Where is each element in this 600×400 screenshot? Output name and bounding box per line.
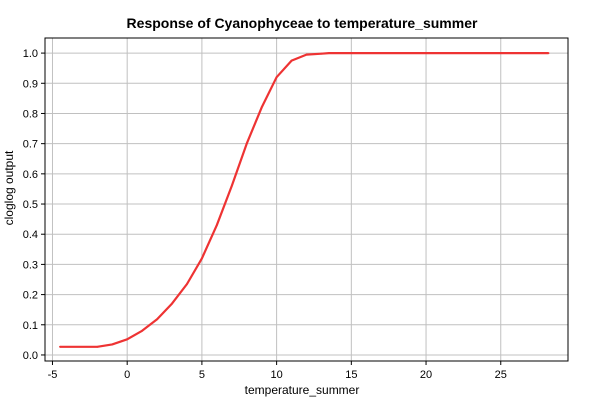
- grid: [45, 38, 568, 361]
- y-axis: 0.0 0.1 0.2 0.3 0.4 0.5 0.6 0.7 0.8 0.9 1.0: [23, 48, 45, 362]
- data-point: [320, 52, 323, 55]
- y-tick-label: 0.9: [23, 78, 38, 90]
- data-point: [260, 106, 263, 109]
- y-tick-label: 0.7: [23, 139, 38, 151]
- data-point: [215, 224, 218, 227]
- series-line: [59, 51, 549, 348]
- data-point: [328, 52, 330, 54]
- data-point: [156, 318, 158, 321]
- x-axis: -5 0 5 10 15 20 25: [48, 361, 507, 381]
- x-tick-label: 0: [124, 369, 130, 381]
- data-point: [425, 52, 427, 54]
- data-point: [230, 185, 233, 187]
- plot-frame: [44, 37, 569, 362]
- data-point: [547, 52, 550, 54]
- y-tick-label: 0.0: [23, 350, 38, 362]
- data-point: [96, 345, 99, 348]
- y-tick-label: 0.5: [23, 199, 38, 211]
- y-tick-label: 0.1: [23, 320, 38, 332]
- x-tick-label: 25: [495, 369, 507, 381]
- data-point: [305, 53, 308, 56]
- data-point: [126, 338, 129, 341]
- data-point: [290, 59, 293, 62]
- x-axis-label: temperature_summer: [245, 383, 360, 397]
- y-tick-label: 0.8: [23, 108, 38, 120]
- y-tick-label: 0.3: [23, 259, 38, 271]
- data-point: [141, 329, 144, 332]
- x-tick-label: 10: [270, 369, 282, 381]
- y-axis-label: cloglog output: [2, 150, 16, 225]
- chart-title: Response of Cyanophyceae to temperature_…: [127, 15, 478, 31]
- data-point: [499, 52, 502, 54]
- data-point: [245, 142, 248, 145]
- x-tick-label: 15: [345, 369, 357, 381]
- data-point: [59, 345, 61, 348]
- x-tick-label: 20: [420, 369, 432, 381]
- x-tick-label: -5: [48, 369, 58, 381]
- data-point: [201, 257, 203, 260]
- y-tick-label: 0.4: [23, 229, 38, 241]
- y-tick-label: 0.2: [23, 290, 38, 302]
- y-tick-label: 0.6: [23, 169, 38, 181]
- data-point: [186, 283, 188, 285]
- data-point: [275, 76, 278, 79]
- data-point: [350, 52, 353, 54]
- y-tick-label: 1.0: [23, 48, 38, 60]
- x-tick-label: 5: [199, 369, 205, 381]
- series-layer: [59, 51, 550, 348]
- data-point: [111, 343, 114, 346]
- data-point: [171, 302, 173, 305]
